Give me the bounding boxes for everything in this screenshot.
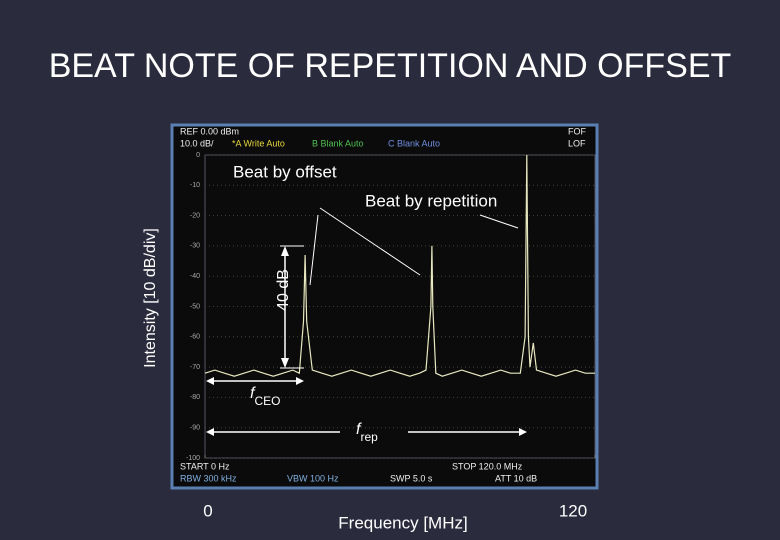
screen-header: *A Write Auto — [232, 138, 285, 148]
arrow-head — [281, 358, 289, 368]
pointer-line — [319, 207, 421, 276]
trace — [204, 154, 595, 377]
screen-header: FOF — [568, 126, 586, 136]
arrow-head — [206, 377, 214, 385]
annotation: frep — [356, 421, 378, 444]
annotation-main: f — [356, 421, 362, 438]
screen-header: LOF — [568, 138, 586, 148]
annotation: 40 dB — [275, 269, 292, 311]
y-tick-label: -60 — [190, 334, 200, 341]
y-tick-label: -80 — [190, 394, 200, 401]
y-tick-label: -10 — [190, 182, 200, 189]
y-tick-label: -100 — [186, 455, 200, 462]
pointer-line — [309, 214, 319, 286]
y-tick-label: -90 — [190, 425, 200, 432]
y-tick-label: -40 — [190, 273, 200, 280]
screen-header: REF 0.00 dBm — [180, 126, 239, 136]
annotation: Beat by offset — [233, 162, 337, 181]
x-tick-label: 120 — [559, 501, 587, 520]
arrow-head — [519, 428, 527, 436]
screen-header: B Blank Auto — [312, 138, 364, 148]
pointer-line — [479, 214, 519, 229]
annotation-main: f — [250, 385, 256, 402]
annotation: fCEO — [250, 385, 280, 408]
y-tick-label: -20 — [190, 212, 200, 219]
arrow-head — [296, 377, 304, 385]
annotation-sub: rep — [360, 430, 378, 444]
x-tick-label: 0 — [203, 501, 212, 520]
y-tick-label: -70 — [190, 364, 200, 371]
y-axis-label: Intensity [10 dB/div] — [142, 228, 159, 368]
annotation: Beat by repetition — [365, 191, 497, 210]
arrow-head — [206, 428, 214, 436]
y-tick-label: -30 — [190, 243, 200, 250]
screen-footer: RBW 300 kHz — [180, 473, 237, 483]
screen-footer: SWP 5.0 s — [390, 473, 433, 483]
y-tick-label: -50 — [190, 303, 200, 310]
screen-header: 10.0 dB/ — [180, 138, 214, 148]
screen-footer: START 0 Hz — [180, 461, 230, 471]
x-axis-label: Frequency [MHz] — [338, 513, 467, 532]
arrow-head — [281, 246, 289, 256]
y-tick-label: 0 — [196, 152, 200, 159]
slide-title: BEAT NOTE OF REPETITION AND OFFSET — [49, 47, 732, 85]
screen-header: C Blank Auto — [388, 138, 440, 148]
screen-footer: STOP 120.0 MHz — [452, 461, 523, 471]
annotation-sub: CEO — [254, 394, 280, 408]
screen-footer: VBW 100 Hz — [287, 473, 339, 483]
screen-footer: ATT 10 dB — [495, 473, 537, 483]
